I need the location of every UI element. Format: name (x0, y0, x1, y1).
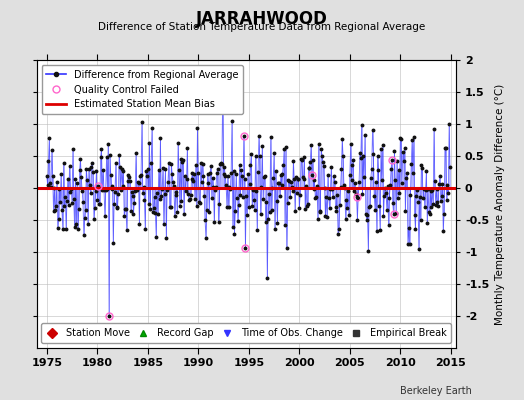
Text: Difference of Station Temperature Data from Regional Average: Difference of Station Temperature Data f… (99, 22, 425, 32)
Text: JARRAHWOOD: JARRAHWOOD (196, 10, 328, 28)
Y-axis label: Monthly Temperature Anomaly Difference (°C): Monthly Temperature Anomaly Difference (… (495, 83, 505, 325)
Text: Berkeley Earth: Berkeley Earth (400, 386, 472, 396)
Legend: Station Move, Record Gap, Time of Obs. Change, Empirical Break: Station Move, Record Gap, Time of Obs. C… (41, 324, 451, 343)
